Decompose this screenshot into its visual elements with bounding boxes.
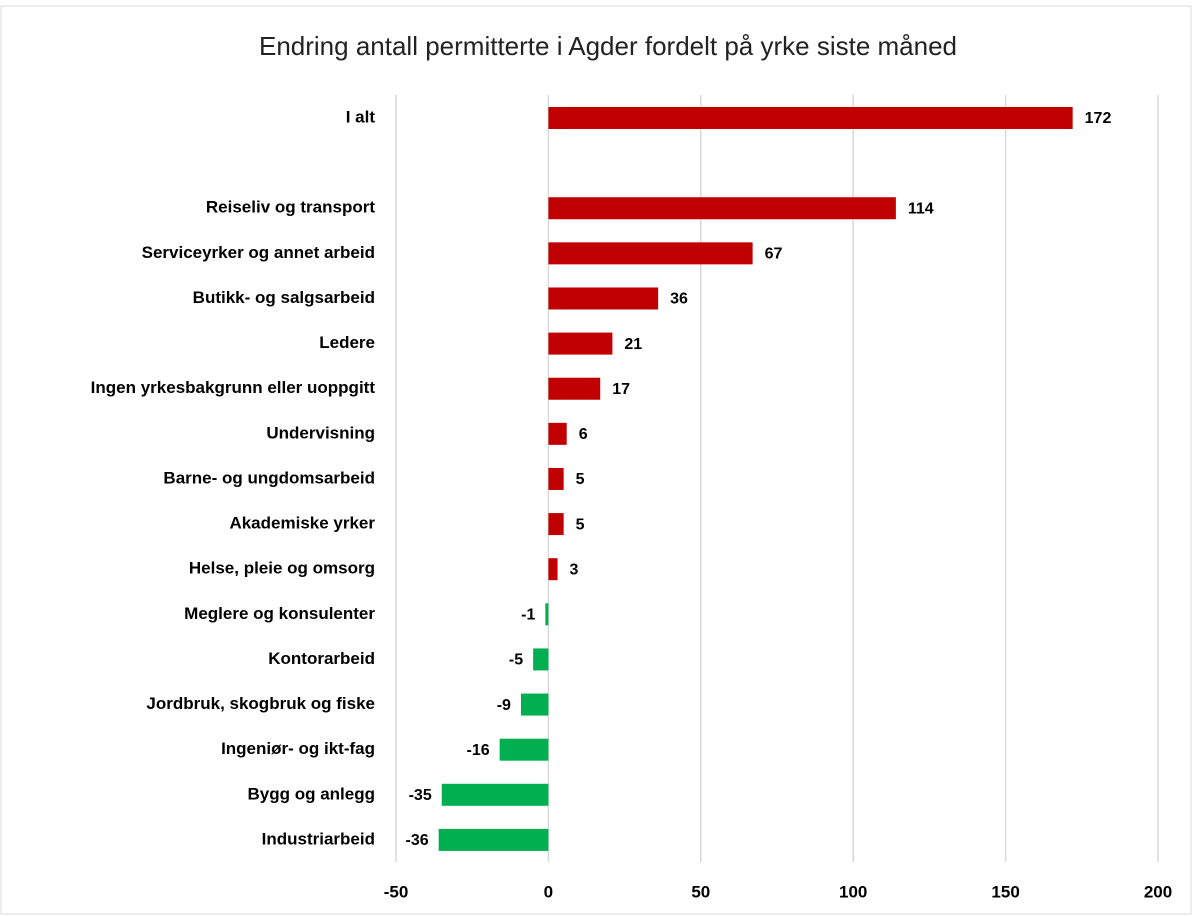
value-label: 6 xyxy=(579,426,588,443)
bar xyxy=(548,107,1073,129)
value-label: -36 xyxy=(406,832,429,849)
category-label: Akademiske yrker xyxy=(229,514,375,533)
x-tick-label: 150 xyxy=(991,882,1019,901)
bar xyxy=(548,422,567,445)
bar xyxy=(548,197,896,220)
category-label: Ingen yrkesbakgrunn eller uoppgitt xyxy=(91,378,376,397)
chart-title: Endring antall permitterte i Agder forde… xyxy=(259,31,957,61)
value-label: -9 xyxy=(497,697,511,714)
value-label: 3 xyxy=(570,561,579,578)
bar xyxy=(548,513,564,536)
bar xyxy=(533,648,549,671)
bar xyxy=(548,467,564,490)
bar xyxy=(441,783,549,806)
bar xyxy=(499,738,549,761)
category-label: Reiseliv og transport xyxy=(206,198,375,217)
chart-frame xyxy=(0,5,1192,915)
category-label: Undervisning xyxy=(266,423,375,442)
bar xyxy=(548,332,613,355)
bar xyxy=(438,828,549,851)
category-label: Meglere og konsulenter xyxy=(184,604,375,623)
category-label: Kontorarbeid xyxy=(268,649,375,668)
value-label: 17 xyxy=(612,381,630,398)
value-label: -16 xyxy=(467,742,490,759)
category-label: Industriarbeid xyxy=(262,829,375,848)
category-label: Serviceyrker og annet arbeid xyxy=(142,243,375,262)
bar xyxy=(548,242,753,265)
value-label: -35 xyxy=(409,787,432,804)
category-label: I alt xyxy=(346,107,376,126)
bar xyxy=(520,693,549,716)
bar xyxy=(548,558,558,581)
value-label: 5 xyxy=(576,516,585,533)
category-label: Barne- og ungdomsarbeid xyxy=(163,468,375,487)
x-tick-label: -50 xyxy=(384,882,409,901)
value-label: 36 xyxy=(670,291,688,308)
value-label: 67 xyxy=(765,246,783,263)
bar xyxy=(548,287,659,310)
value-label: -1 xyxy=(521,607,535,624)
bar xyxy=(548,377,601,400)
value-label: 5 xyxy=(576,471,585,488)
category-label: Bygg og anlegg xyxy=(248,784,376,803)
bar xyxy=(545,603,549,626)
x-tick-label: 100 xyxy=(839,882,867,901)
value-label: -5 xyxy=(509,652,523,669)
category-label: Helse, pleie og omsorg xyxy=(189,559,375,578)
x-tick-label: 50 xyxy=(691,882,710,901)
value-label: 21 xyxy=(624,336,642,353)
x-tick-label: 200 xyxy=(1144,882,1172,901)
x-tick-label: 0 xyxy=(544,882,553,901)
category-label: Jordbruk, skogbruk og fiske xyxy=(146,694,375,713)
category-label: Ingeniør- og ikt-fag xyxy=(221,739,375,758)
value-label: 114 xyxy=(908,200,934,217)
value-label: 172 xyxy=(1085,110,1112,127)
category-label: Ledere xyxy=(319,333,375,352)
category-label: Butikk- og salgsarbeid xyxy=(193,288,375,307)
